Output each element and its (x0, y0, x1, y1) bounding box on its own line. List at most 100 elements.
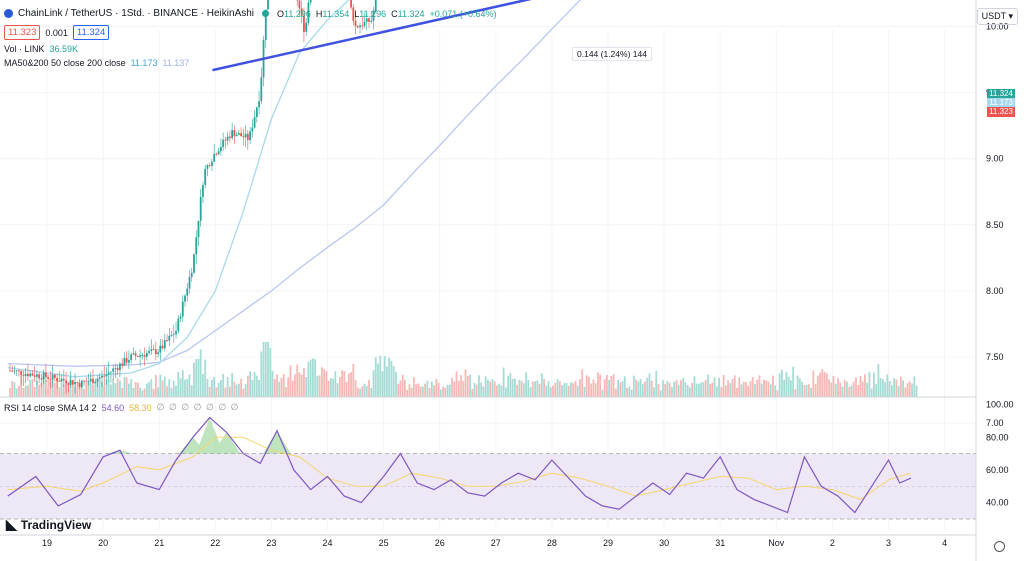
volume-bar (702, 382, 705, 397)
candle-body (51, 374, 54, 380)
volume-bar (430, 381, 433, 397)
volume-bar (819, 372, 821, 397)
price-tick-label: 7.50 (986, 352, 1004, 362)
volume-bar (527, 379, 530, 397)
drawings (212, 0, 532, 72)
volume-bar (130, 379, 133, 397)
volume-bar (585, 375, 588, 397)
volume-bar (320, 367, 323, 397)
candle-body (157, 352, 159, 355)
rsi-label[interactable]: RSI 14 close SMA 14 2 (4, 402, 97, 413)
candle-body (98, 377, 101, 379)
open-value: 11.296 (284, 8, 311, 19)
volume-bar (626, 387, 628, 397)
ma-label[interactable]: MA50&200 50 close 200 close (4, 58, 126, 68)
volume-bar (736, 387, 738, 397)
candle-body (58, 381, 61, 382)
volume-bar (163, 376, 166, 397)
volume-bar (745, 382, 747, 397)
price-tick-label: 9.00 (986, 154, 1004, 164)
candle-body (211, 161, 213, 166)
trade-buttons: 11.323 0.001 11.324 (4, 25, 110, 40)
volume-bar (628, 386, 631, 397)
volume-bar (904, 387, 907, 397)
volume-bar (53, 382, 56, 397)
volume-bar (648, 373, 651, 397)
volume-bar (110, 384, 112, 397)
volume-bar (235, 384, 238, 397)
volume-bar (621, 381, 624, 397)
candle-body (36, 374, 38, 377)
volume-bar (453, 381, 456, 397)
candle-body (27, 373, 29, 377)
volume-bar (401, 374, 404, 397)
volume-bar (92, 384, 94, 397)
candle-body (374, 0, 377, 12)
price-tick-label: 7.00 (986, 418, 1004, 428)
candle-body (361, 25, 364, 27)
volume-bar (760, 383, 763, 397)
volume-bar (29, 379, 32, 397)
volume-bar (675, 380, 678, 397)
candle-body (168, 335, 171, 341)
buy-button[interactable]: 11.324 (72, 25, 110, 40)
volume-bar (482, 386, 485, 397)
volume-bar (830, 382, 833, 397)
volume-value: 36.59K (49, 44, 79, 54)
volume-bar (244, 384, 247, 397)
candle-body (9, 370, 11, 372)
volume-bar (352, 364, 355, 397)
volume-bar (646, 377, 649, 397)
candle-body (267, 0, 269, 10)
candle-body (119, 363, 121, 371)
volume-bar (38, 384, 41, 397)
volume-bar (754, 384, 756, 397)
volume-bar (545, 385, 548, 397)
candle-body (177, 318, 180, 331)
candle-body (15, 370, 18, 372)
candle-body (255, 107, 258, 117)
volume-bar (15, 388, 18, 397)
volume-bar (211, 379, 213, 397)
volume-bar (502, 367, 505, 397)
volume-bar (617, 379, 619, 397)
volume-bar (421, 386, 424, 397)
volume-bar (419, 386, 422, 397)
volume-bar (58, 387, 61, 397)
volume-bar (888, 380, 891, 397)
volume-bar (202, 374, 204, 397)
volume-bar (671, 387, 673, 397)
candle-body (172, 334, 175, 335)
volume-bar (511, 378, 514, 397)
symbol-title[interactable]: ChainLink / TetherUS · 1Std. · BINANCE ·… (18, 8, 255, 19)
volume-bar (534, 381, 536, 397)
candle-body (363, 21, 366, 27)
volume-bar (33, 386, 36, 397)
currency-selector[interactable]: USDT ▾ (976, 8, 1018, 25)
candle-body (60, 379, 63, 382)
candle-body (359, 25, 361, 28)
volume-bar (246, 375, 249, 397)
volume-bar (444, 387, 447, 397)
volume-bar (372, 370, 375, 397)
volume-bar (318, 375, 321, 397)
volume-bar (347, 373, 350, 397)
volume-label[interactable]: Vol · LINK (4, 44, 45, 54)
candle-body (258, 101, 260, 108)
volume-bar (834, 383, 837, 397)
rsi-sma-line (7, 436, 912, 500)
volume-bar (157, 387, 159, 397)
volume-bar (62, 384, 65, 397)
ma200-value: 11.137 (162, 58, 190, 68)
volume-bar (789, 380, 792, 397)
volume-bar (673, 381, 676, 397)
volume-bar (597, 372, 599, 397)
volume-bar (493, 381, 496, 397)
sell-button[interactable]: 11.323 (4, 25, 41, 40)
volume-bar (594, 383, 597, 397)
volume-bar (78, 382, 81, 397)
price-tag-last: 11.324 (987, 89, 1015, 99)
settings-gear-icon[interactable] (994, 541, 1005, 552)
volume-bar (572, 383, 575, 397)
volume-bar (579, 379, 581, 397)
